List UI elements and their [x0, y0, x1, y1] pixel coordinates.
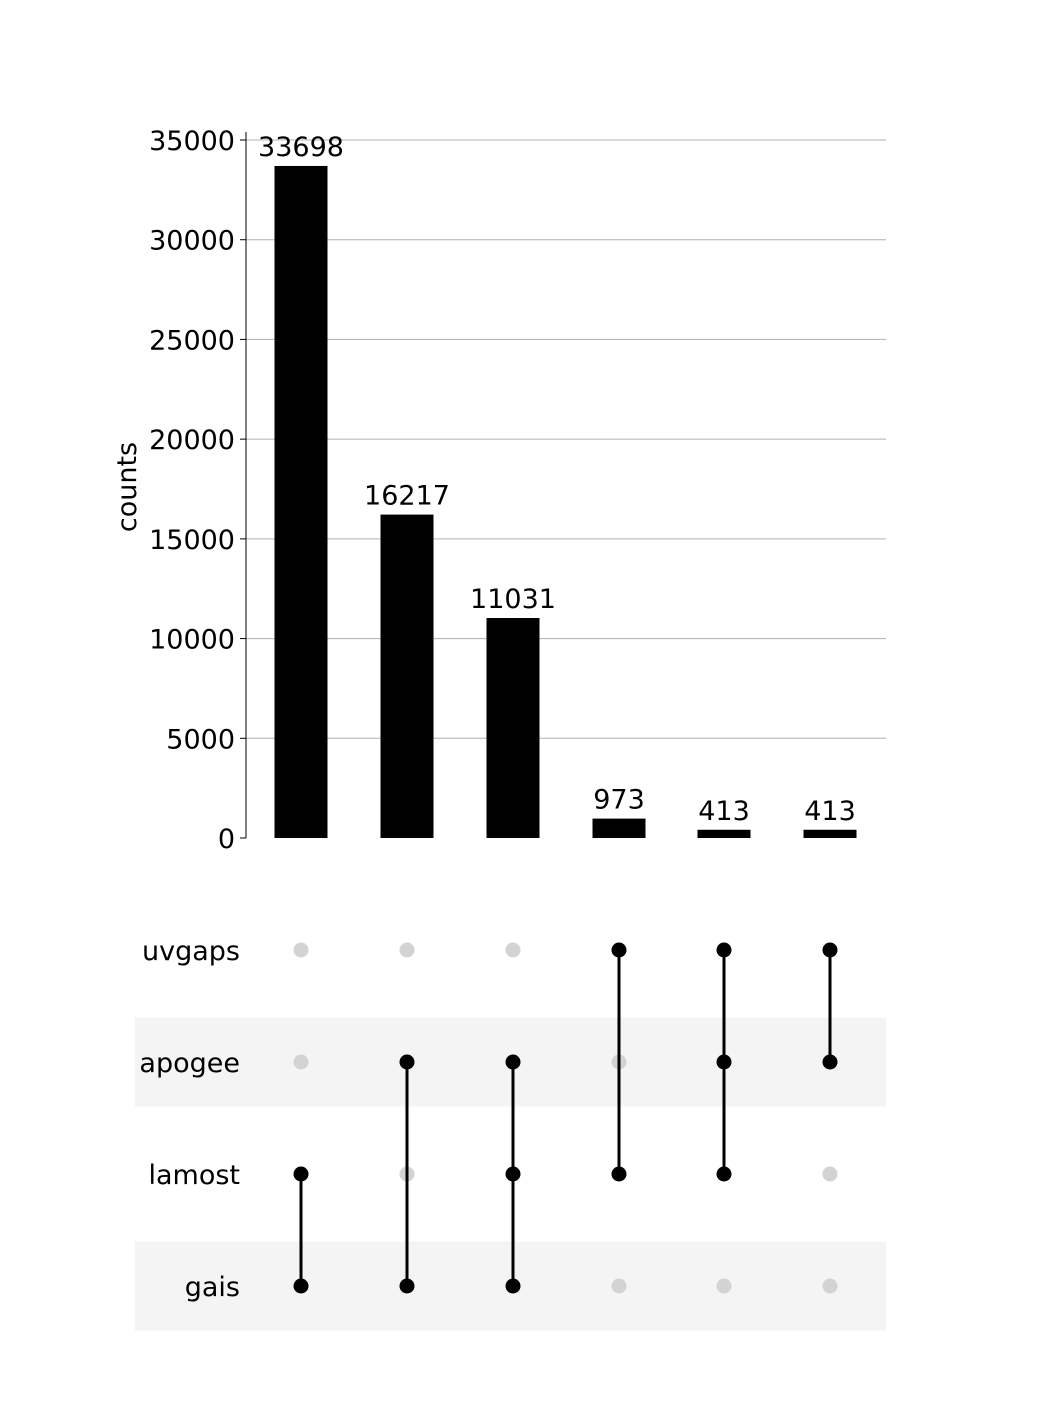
y-tick-label: 10000 — [149, 625, 235, 656]
active-dot — [822, 1054, 838, 1070]
label-group: 33698 16217 11031 973 413 413 uvgaps apogee lamo… — [139, 132, 855, 1303]
inactive-dot — [822, 1166, 838, 1182]
bar — [803, 829, 857, 838]
active-dot — [399, 1054, 415, 1070]
y-tick-label: 15000 — [149, 525, 235, 556]
inactive-dot — [716, 1278, 732, 1294]
bar — [380, 514, 434, 838]
inactive-dot — [505, 942, 521, 958]
active-dot — [716, 942, 732, 958]
y-axis-label: counts — [112, 442, 143, 532]
active-dot — [611, 942, 627, 958]
active-dot — [822, 942, 838, 958]
active-dot — [505, 1054, 521, 1070]
bar-value-label: 33698 — [258, 132, 344, 163]
y-tick-label: 30000 — [149, 226, 235, 257]
active-dot — [293, 1278, 309, 1294]
bar-value-label: 413 — [698, 796, 750, 827]
membership-matrix — [293, 942, 838, 1294]
bar — [274, 165, 328, 839]
bar-value-label: 11031 — [470, 584, 556, 615]
active-dot — [716, 1054, 732, 1070]
active-dot — [399, 1278, 415, 1294]
set-label-apogee: apogee — [139, 1048, 240, 1079]
active-dot — [505, 1278, 521, 1294]
y-tick-label: 20000 — [149, 425, 235, 456]
bar — [592, 818, 646, 838]
y-gridlines — [246, 139, 886, 739]
set-label-uvgaps: uvgaps — [142, 936, 240, 967]
bar-value-label: 973 — [593, 785, 645, 816]
active-dot — [293, 1166, 309, 1182]
inactive-dot — [822, 1278, 838, 1294]
y-tick-label: 35000 — [149, 126, 235, 157]
set-label-lamost: lamost — [148, 1160, 240, 1191]
set-label-gais: gais — [185, 1272, 240, 1303]
inactive-dot — [611, 1278, 627, 1294]
active-dot — [716, 1166, 732, 1182]
y-tick-label: 25000 — [149, 325, 235, 356]
inactive-dot — [293, 942, 309, 958]
y-tick-label: 0 — [218, 824, 235, 855]
active-dot — [505, 1166, 521, 1182]
active-dot — [611, 1166, 627, 1182]
bar-value-label: 413 — [804, 796, 856, 827]
bar-group — [274, 165, 857, 839]
inactive-dot — [399, 942, 415, 958]
bar — [486, 618, 540, 838]
bar — [697, 829, 751, 838]
y-tick-label: 5000 — [166, 724, 235, 755]
bar-value-label: 16217 — [364, 481, 450, 512]
y-axis: 0 5000 10000 15000 20000 25000 30000 35000 count… — [112, 126, 247, 855]
inactive-dot — [293, 1054, 309, 1070]
